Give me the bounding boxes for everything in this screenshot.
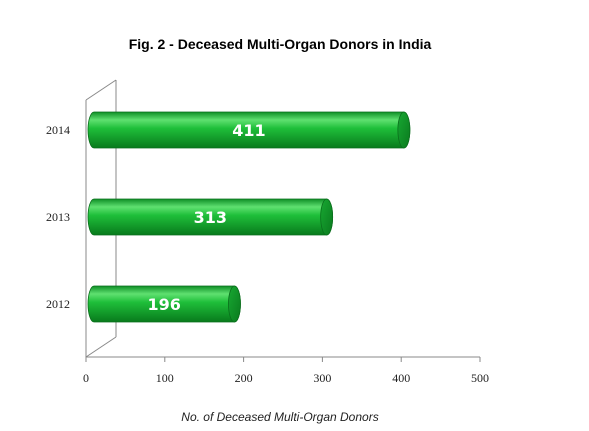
bar-value-label: 196 [148, 295, 181, 314]
x-tick-label: 200 [235, 371, 253, 385]
bottom-depth-line [85, 336, 117, 358]
bar-end-cap [320, 198, 334, 236]
bars: 196 313 411 [87, 111, 411, 323]
bar-end-cap [397, 111, 411, 149]
top-depth-line [85, 79, 117, 101]
category-label-2014: 2014 [46, 123, 70, 137]
x-tick-label: 0 [83, 371, 89, 385]
bar-value-label: 313 [194, 208, 227, 227]
category-labels: 2012 2013 2014 [46, 123, 70, 311]
category-label-2012: 2012 [46, 297, 70, 311]
bar-end-cap [228, 285, 241, 323]
bar-2014: 411 [87, 111, 411, 149]
chart-title: Fig. 2 - Deceased Multi-Organ Donors in … [129, 36, 432, 52]
x-tick-label: 300 [313, 371, 331, 385]
x-axis-label: No. of Deceased Multi-Organ Donors [181, 410, 378, 424]
x-tick-label: 400 [392, 371, 410, 385]
category-label-2013: 2013 [46, 210, 70, 224]
x-axis-ticks: 0 100 200 300 400 500 [83, 357, 489, 385]
bar-value-label: 411 [232, 121, 265, 140]
bar-2012: 196 [87, 285, 241, 323]
bar-2013: 313 [87, 198, 334, 236]
x-tick-label: 500 [471, 371, 489, 385]
x-tick-label: 100 [156, 371, 174, 385]
